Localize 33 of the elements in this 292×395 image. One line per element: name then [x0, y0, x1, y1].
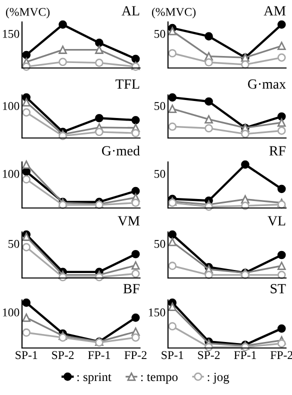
chart-title: AM	[264, 6, 286, 16]
x-tick-label: SP-2	[198, 351, 220, 360]
chart-title: G·med	[102, 146, 140, 156]
x-tick-label: SP-1	[162, 351, 184, 360]
text: 100	[2, 170, 20, 178]
x-tick-label: FP-1	[88, 351, 110, 359]
chart-title: TFL	[116, 80, 140, 89]
chart-title: RF	[269, 146, 286, 156]
y-axis-title: (%MVC)	[6, 8, 50, 18]
text: 50	[154, 30, 166, 38]
chart-title: VM	[118, 216, 140, 226]
text: 50	[8, 240, 20, 248]
x-tick-label: FP-2	[124, 351, 146, 359]
legend-label: : jog	[208, 372, 230, 384]
text: 50	[154, 240, 166, 248]
text: 100	[2, 102, 20, 110]
chart-title: ST	[270, 284, 286, 294]
legend-label: : sprint	[77, 372, 112, 384]
x-tick-label: SP-1	[16, 351, 38, 360]
legend-label: : tempo	[141, 374, 178, 384]
chart-title: VL	[268, 216, 286, 226]
x-tick-label: SP-2	[52, 351, 74, 360]
x-tick-label: FP-2	[270, 351, 292, 359]
text: 150	[2, 30, 20, 38]
text: 50	[154, 170, 166, 178]
chart-title: G·max	[248, 79, 286, 89]
text: 100	[2, 308, 20, 316]
text: 50	[154, 102, 166, 110]
y-axis-title: (%MVC)	[152, 8, 196, 18]
chart-title: BF	[123, 284, 140, 294]
x-tick-label: FP-1	[234, 351, 256, 359]
chart-title: AL	[122, 6, 140, 16]
text: 150	[148, 308, 166, 316]
